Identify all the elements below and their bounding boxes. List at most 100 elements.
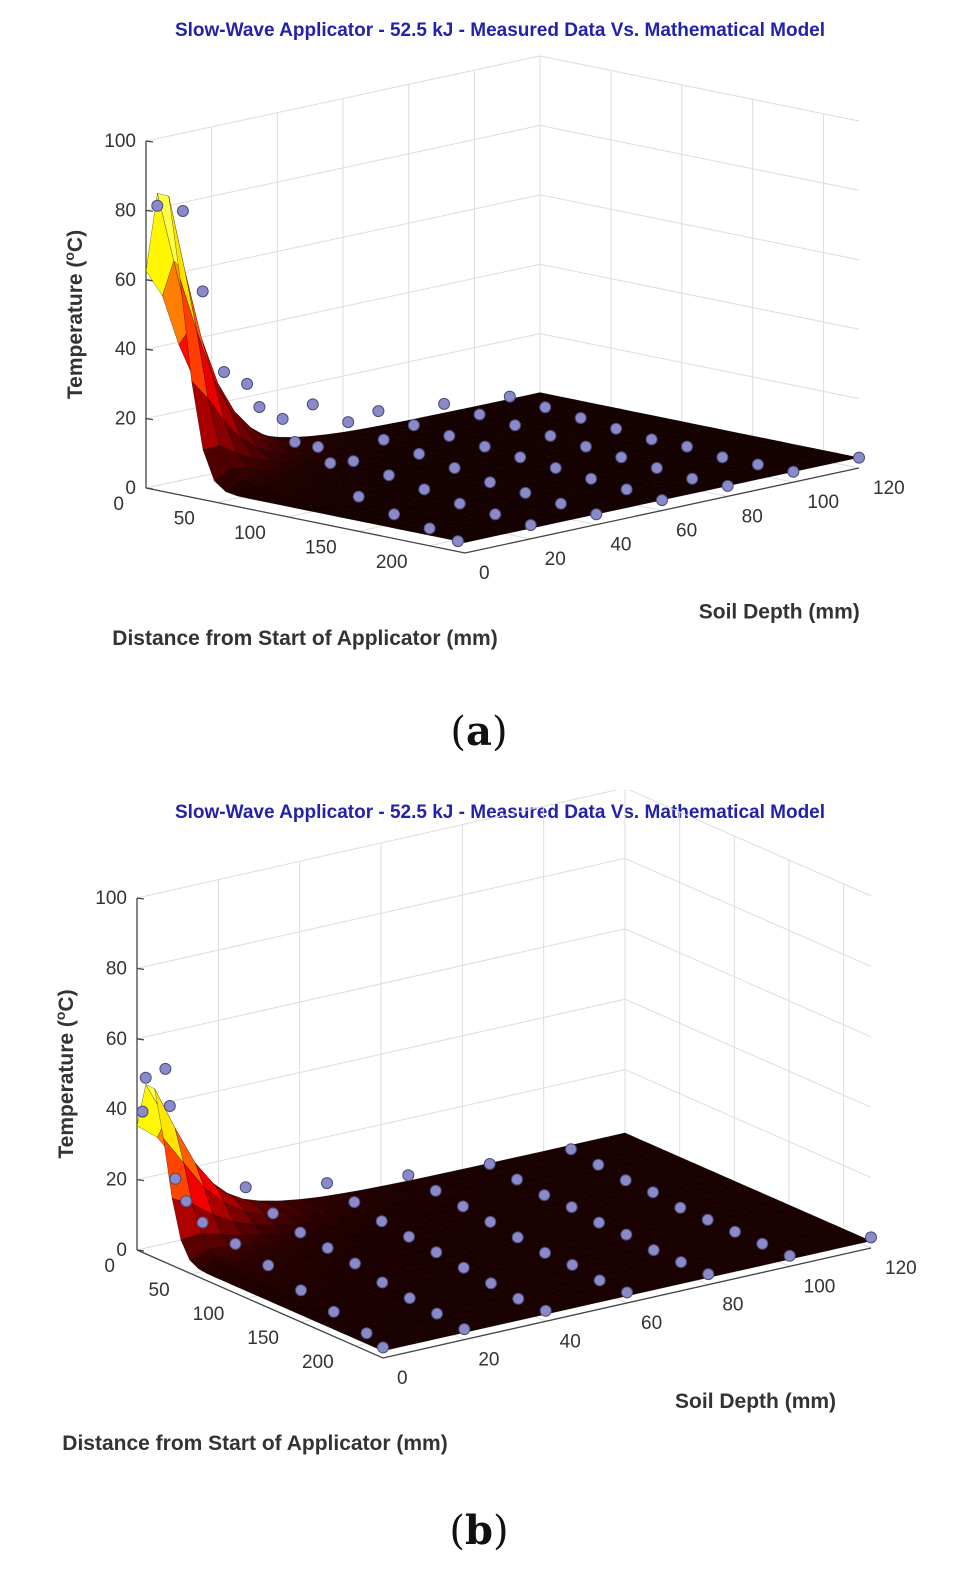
measured-data-point — [262, 1259, 275, 1272]
measured-data-point — [565, 1201, 578, 1214]
measured-data-point — [324, 457, 337, 470]
measured-data-point — [458, 1323, 471, 1336]
measured-data-point — [650, 462, 663, 474]
model-surface — [136, 1083, 872, 1352]
measured-data-point — [159, 1062, 172, 1075]
measured-data-point — [549, 462, 562, 474]
x-tick-label: 50 — [149, 1280, 170, 1301]
measured-data-point — [610, 422, 623, 435]
z-tick-label: 40 — [115, 339, 136, 360]
measured-data-point — [151, 199, 164, 212]
measured-data-point — [253, 401, 266, 413]
measured-data-point — [375, 1215, 388, 1228]
y-axis-label: Soil Depth (mm) — [699, 600, 860, 623]
y-tick-label: 120 — [873, 478, 905, 499]
measured-points — [136, 1062, 877, 1354]
z-tick-label: 20 — [106, 1170, 127, 1191]
measured-data-point — [485, 1277, 497, 1290]
measured-data-point — [865, 1231, 877, 1244]
measured-data-point — [590, 508, 603, 521]
measured-data-point — [348, 1196, 361, 1209]
axis-lines — [145, 140, 860, 554]
measured-data-point — [241, 377, 254, 390]
measured-data-point — [403, 1230, 415, 1243]
measured-data-point — [701, 1213, 714, 1226]
measured-data-point — [443, 429, 456, 442]
measured-data-point — [853, 451, 865, 464]
y-tick-label: 60 — [641, 1313, 662, 1334]
y-tick-label: 20 — [545, 549, 566, 570]
y-tick-label: 80 — [742, 506, 763, 527]
measured-data-point — [342, 416, 355, 429]
measured-data-point — [585, 472, 598, 485]
tick-labels: 0 20 40 60 80 100 0 50 100 150 200 0 20 40 60 80 100 120 — [104, 131, 904, 584]
z-axis-label: Temperature (oC) — [61, 230, 87, 399]
measured-data-point — [593, 1216, 605, 1229]
x-tick-label: 200 — [302, 1352, 334, 1373]
y-tick-label: 80 — [722, 1295, 743, 1316]
measured-data-point — [539, 401, 552, 414]
measured-data-point — [538, 1189, 551, 1202]
measured-data-point — [218, 366, 230, 378]
measured-data-point — [593, 1274, 606, 1287]
measured-data-point — [176, 205, 189, 217]
measured-data-point — [484, 476, 496, 489]
x-tick-label: 150 — [305, 537, 337, 558]
measured-data-point — [539, 1246, 551, 1259]
measured-data-point — [407, 419, 420, 432]
measured-data-point — [239, 1181, 252, 1194]
measured-data-point — [376, 1276, 389, 1289]
measured-data-point — [620, 483, 633, 496]
measured-data-point — [295, 1284, 307, 1297]
measured-data-point — [511, 1231, 524, 1244]
measured-data-point — [554, 497, 567, 510]
chart-title: Slow-Wave Applicator - 52.5 kJ - Measure… — [175, 802, 825, 823]
x-tick-label: 200 — [376, 552, 408, 573]
z-tick-label: 100 — [95, 888, 127, 909]
measured-data-point — [478, 440, 491, 453]
panel-label-a-letter: a — [466, 708, 492, 755]
measured-data-point — [675, 1256, 687, 1269]
y-tick-label: 40 — [560, 1331, 581, 1352]
x-tick-label: 0 — [113, 494, 124, 515]
measured-data-point — [321, 1242, 334, 1254]
model-surface — [145, 192, 860, 543]
measured-data-point — [621, 1286, 633, 1299]
measured-data-point — [674, 1201, 687, 1214]
measured-data-point — [321, 1177, 333, 1190]
measured-data-point — [267, 1207, 279, 1220]
z-tick-label: 0 — [116, 1240, 127, 1261]
measured-data-point — [473, 408, 486, 421]
x-tick-label: 50 — [174, 508, 195, 529]
measured-data-point — [574, 412, 587, 424]
measured-data-point — [681, 440, 693, 453]
measured-data-point — [656, 494, 668, 507]
measured-data-point — [511, 1173, 523, 1186]
measured-data-point — [276, 412, 289, 425]
x-axis-label: Distance from Start of Applicator (mm) — [112, 627, 497, 650]
measured-data-point — [579, 440, 592, 453]
measured-data-point — [418, 483, 431, 496]
z-tick-label: 80 — [106, 958, 127, 979]
measured-data-point — [509, 419, 521, 432]
measured-data-point — [457, 1200, 469, 1213]
z-axis-label: Temperature (oC) — [52, 989, 78, 1158]
measured-data-point — [136, 1105, 149, 1118]
measured-data-point — [402, 1169, 415, 1182]
measured-data-point — [327, 1305, 340, 1318]
measured-data-point — [382, 469, 395, 482]
measured-data-point — [388, 508, 401, 521]
y-tick-label: 40 — [610, 535, 631, 556]
measured-data-point — [787, 465, 800, 478]
measured-data-point — [702, 1268, 715, 1281]
y-tick-label: 0 — [397, 1368, 408, 1389]
measured-data-point — [524, 519, 537, 531]
measured-data-point — [483, 1158, 496, 1170]
chart-panel-b: Slow-Wave Applicator - 52.5 kJ - Measure… — [0, 790, 958, 1591]
x-axis-label: Distance from Start of Applicator (mm) — [62, 1432, 447, 1455]
chart-panel-a: Slow-Wave Applicator - 52.5 kJ - Measure… — [0, 0, 958, 790]
measured-data-point — [288, 436, 301, 448]
measured-data-point — [423, 522, 436, 535]
panel-label-b: (b) — [449, 1507, 509, 1554]
tick-labels: 0 20 40 60 80 100 0 50 100 150 200 0 20 40 60 80 100 120 — [95, 888, 916, 1389]
